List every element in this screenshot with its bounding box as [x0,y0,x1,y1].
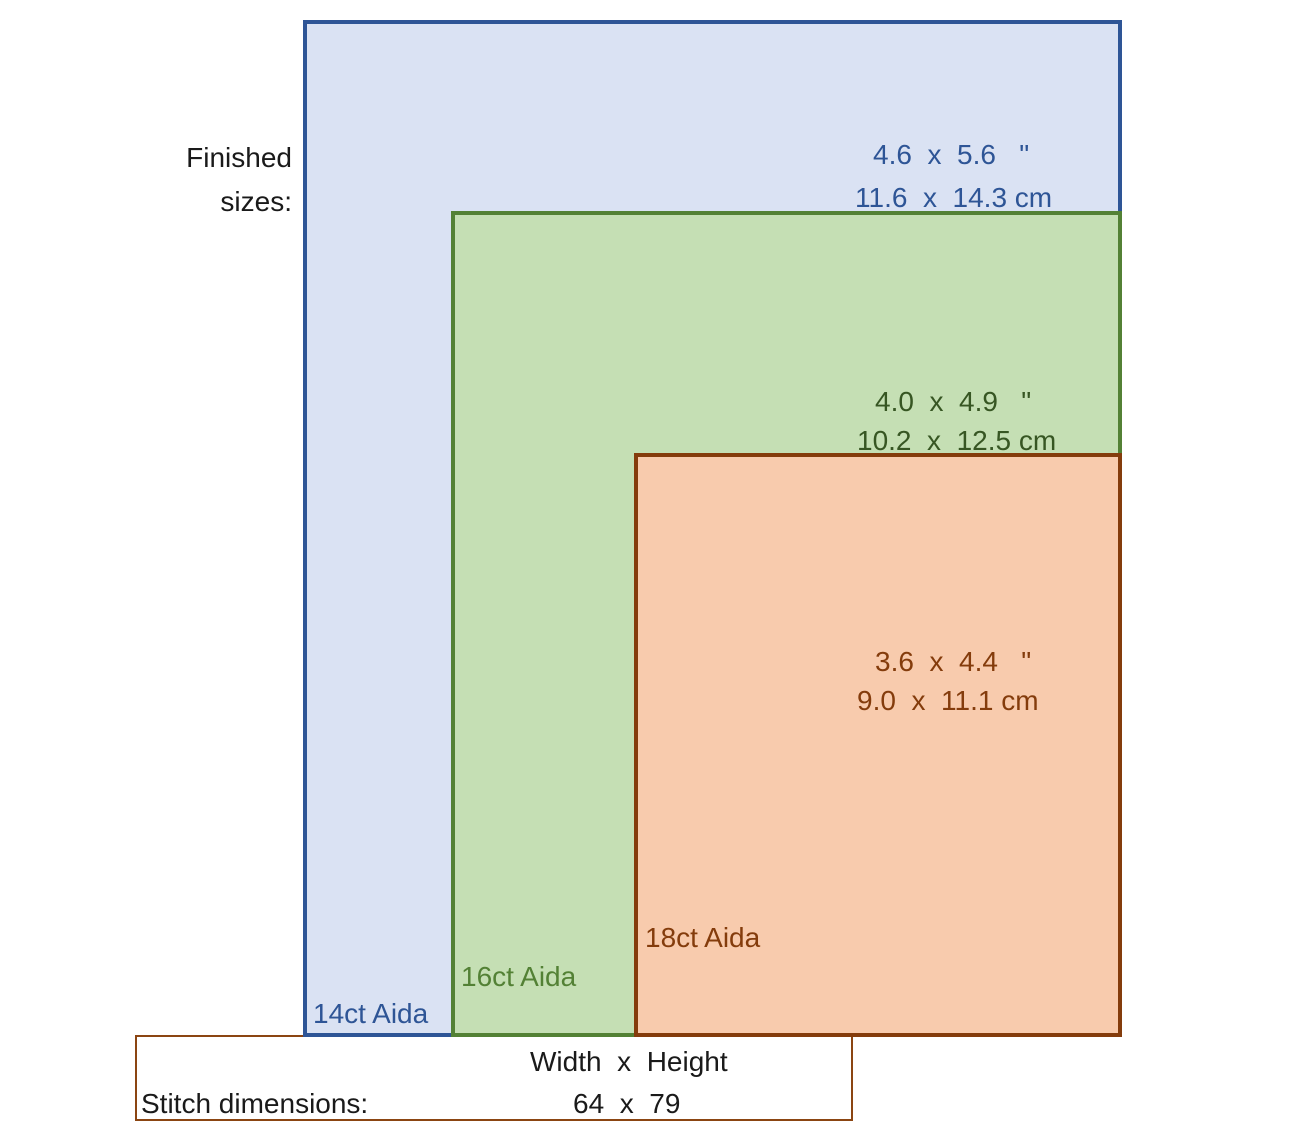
stitch-box-header: Width x Height [530,1046,728,1077]
fabric-label-14ct-aida: 14ct Aida [313,998,429,1029]
size-cm-18ct: 9.0 x 11.1 cm [857,685,1039,716]
size-inches-18ct: 3.6 x 4.4 " [875,646,1032,677]
fabric-label-18ct-aida: 18ct Aida [645,922,761,953]
diagram-caption: Finished sizes: [100,136,292,224]
diagram-caption-line1: Finished [186,142,292,173]
stitch-dimensions-value: 64 x 79 [573,1088,681,1119]
stitch-dimensions-label: Stitch dimensions: [141,1088,369,1119]
size-cm-14ct: 11.6 x 14.3 cm [855,182,1053,213]
diagram-caption-line2: sizes: [220,186,292,217]
size-cm-16ct: 10.2 x 12.5 cm [857,425,1057,456]
fabric-rect-18ct-aida [634,453,1122,1037]
size-inches-16ct: 4.0 x 4.9 " [875,386,1032,417]
size-inches-14ct: 4.6 x 5.6 " [873,139,1030,170]
fabric-label-16ct-aida: 16ct Aida [461,961,577,992]
